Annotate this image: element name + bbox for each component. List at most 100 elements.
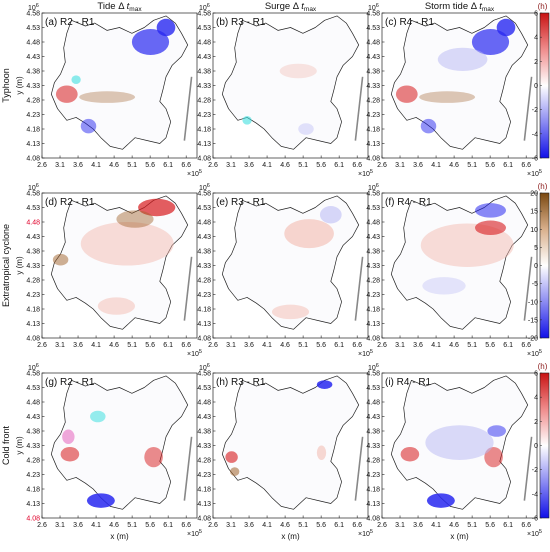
y-tick-label: 4.48 [197, 220, 211, 227]
x-scale-exp: 5 [199, 349, 202, 355]
y-tick-label: 4.18 [366, 307, 380, 314]
colorbar-tick-label: -20 [528, 336, 538, 343]
y-tick-label: 4.08 [197, 156, 211, 163]
y-tick-label: 4.18 [197, 487, 211, 494]
panel: (e) R3 - R12.6 3.1 3.6 4.1 4.6 5.1 5.6 6.1 6.6×1… [197, 183, 373, 358]
y-tick-label: 4.23 [26, 472, 40, 479]
x-tick-label: 5.1 [467, 342, 477, 349]
x-tick-label: 5.1 [127, 522, 137, 529]
x-tick-label: 5.6 [145, 162, 155, 169]
x-axis-label: x (m) [110, 532, 129, 541]
field-patch [319, 206, 342, 224]
y-tick-label: 4.38 [366, 249, 380, 256]
x-tick-label: 4.6 [109, 162, 119, 169]
panel-label: (h) R3 - R1 [216, 377, 266, 388]
y-tick-label: 4.38 [26, 69, 40, 76]
y-tick-label: 4.13 [197, 321, 211, 328]
x-tick-label: 5.6 [485, 522, 495, 529]
y-tick-label: 4.48 [366, 40, 380, 47]
panel-label: (e) R3 - R1 [216, 197, 266, 208]
column-title-prefix: Tide Δ [97, 1, 126, 12]
x-tick-label: 4.6 [449, 522, 459, 529]
field-patch [86, 493, 115, 508]
colorbar-tick-label: -2 [532, 107, 538, 114]
field-patch [97, 297, 135, 315]
y-tick-label: 4.58 [26, 371, 40, 378]
colorbar-tick-label: 0 [534, 83, 538, 90]
x-tick-label: 6.1 [503, 342, 513, 349]
x-scale: ×105 [358, 529, 373, 538]
y-tick-label: 4.23 [26, 292, 40, 299]
x-tick-label: 3.1 [395, 522, 405, 529]
y-tick-label: 4.53 [366, 25, 380, 32]
colorbar-tick-label: -4 [532, 131, 538, 138]
x-tick-label: 6.1 [503, 522, 513, 529]
panel-label: (b) R3 - R1 [216, 17, 266, 28]
field-patch [79, 91, 135, 103]
coastline [221, 15, 360, 150]
field-patch [316, 380, 333, 389]
y-tick-label: 4.53 [26, 25, 40, 32]
y-tick-label: 4.28 [26, 98, 40, 105]
y-scale-exp: 6 [207, 183, 210, 189]
x-scale-exp: 5 [370, 169, 373, 175]
panel: (d) R2 - R12.6 3.1 3.6 4.1 4.6 5.1 5.6 6.1 6.6×1… [15, 183, 202, 358]
x-scale: ×105 [187, 529, 202, 538]
colorbar-tick-label: 5 [534, 245, 538, 252]
x-tick-label: 2.6 [208, 162, 218, 169]
y-scale-base: 10 [368, 5, 376, 12]
column-title-sub: max [482, 6, 495, 13]
x-tick-label: 4.1 [262, 342, 272, 349]
y-scale-exp: 6 [36, 3, 39, 9]
x-tick-label: 5.6 [316, 162, 326, 169]
x-tick-label: 4.1 [91, 342, 101, 349]
panel: (c) R4 - R12.6 3.1 3.6 4.1 4.6 5.1 5.6 6.1 6.6×1… [366, 3, 542, 178]
x-scale-exp: 5 [370, 529, 373, 535]
x-tick-label: 6.1 [503, 162, 513, 169]
open-boundary [523, 256, 533, 321]
x-scale: ×105 [527, 349, 542, 358]
field-patch [484, 446, 503, 468]
y-tick-label: 4.13 [366, 141, 380, 148]
y-tick-label: 4.13 [366, 501, 380, 508]
y-tick-label: 4.43 [197, 414, 211, 421]
y-scale: 106 [199, 363, 210, 372]
x-tick-label: 4.1 [262, 162, 272, 169]
colorbar-tick-label: 2 [534, 419, 538, 426]
y-tick-label: 4.48 [366, 220, 380, 227]
x-scale: ×105 [187, 169, 202, 178]
panel-label: (d) R2 - R1 [45, 197, 95, 208]
x-tick-label: 5.1 [467, 522, 477, 529]
y-scale: 106 [199, 3, 210, 12]
y-tick-label: 4.18 [197, 307, 211, 314]
row-title: Cold front [1, 425, 11, 465]
panel-label: (f) R4 - R1 [385, 197, 432, 208]
y-tick-label: 4.23 [366, 472, 380, 479]
field-patch [475, 203, 506, 218]
field-patch [471, 28, 510, 56]
y-tick-label: 4.23 [197, 472, 211, 479]
y-tick-label: 4.18 [26, 487, 40, 494]
colorbar-unit: (h) [538, 182, 548, 191]
x-tick-label: 4.6 [280, 522, 290, 529]
y-tick-label: 4.33 [366, 443, 380, 450]
colorbar: 20 15 10 5 0 -5 -10 -15 -20 (h) [528, 182, 550, 343]
x-tick-label: 3.6 [413, 162, 423, 169]
colorbar-tick-label: -6 [532, 156, 538, 163]
y-tick-label: 4.43 [26, 234, 40, 241]
y-scale-exp: 6 [207, 3, 210, 9]
field-patch [284, 219, 334, 249]
y-tick-label: 4.28 [366, 278, 380, 285]
x-scale-base: ×10 [527, 531, 539, 538]
column-title-var: t [301, 1, 304, 12]
x-scale: ×105 [187, 349, 202, 358]
y-tick-label: 4.58 [366, 11, 380, 18]
x-tick-label: 2.6 [208, 342, 218, 349]
colorbar-tick-label: 15 [530, 209, 538, 216]
field-patch [62, 429, 75, 445]
row-title: Typhoon [1, 68, 11, 103]
y-tick-label: 4.48 [26, 40, 40, 47]
x-tick-label: 6.1 [163, 162, 173, 169]
x-tick-label: 6.6 [521, 522, 531, 529]
y-tick-label: 4.48 [26, 400, 40, 407]
